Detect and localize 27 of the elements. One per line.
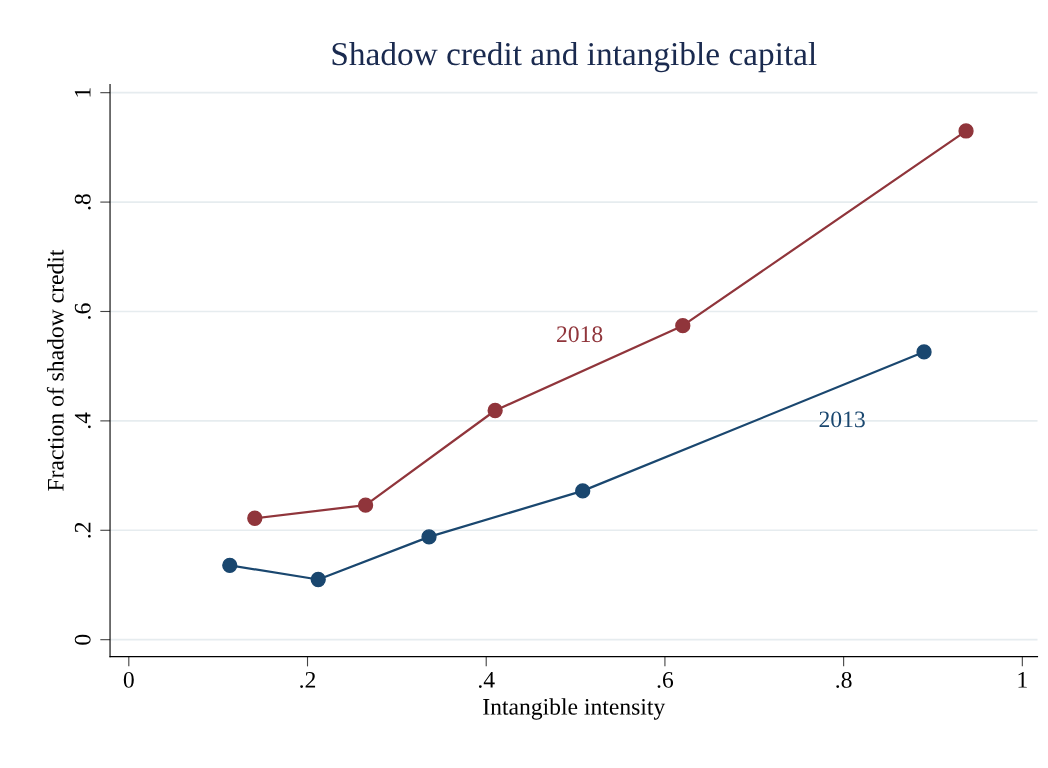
x-tick-label: .8 [836,671,852,688]
point [675,318,691,334]
point [916,344,932,360]
point [421,529,437,545]
y-tick-label: .2 [74,522,91,538]
y-axis-title: Fraction of shadow credit [46,249,64,491]
x-tick-label: .6 [657,671,674,688]
y-tick-label: .8 [74,194,91,210]
point [222,557,238,573]
point [958,123,974,139]
x-axis-title: Intangible intensity [483,698,666,720]
point [357,497,374,513]
x-tick-label: .4 [478,672,495,688]
y-tick-label: 1 [74,88,91,97]
point [575,483,591,499]
chart-title: Shadow credit and intangible capital [332,41,817,73]
x-tick-label: 0 [123,671,134,688]
y-tick-label: 0 [74,634,91,645]
x-tick-label: 1 [1018,672,1027,688]
point [247,510,263,526]
series-label: 2018 [557,326,603,343]
y-tick-label: .6 [74,303,91,319]
x-tick-label: .2 [300,671,316,688]
point [487,402,503,419]
point [310,571,326,588]
series-label: 2013 [819,411,865,428]
y-tick-label: .4 [74,412,91,429]
